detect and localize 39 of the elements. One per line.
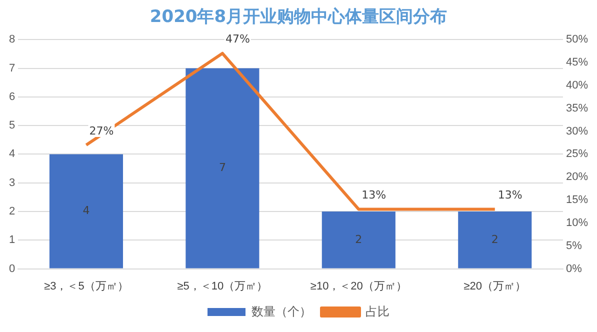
y-tick-label: 5 — [8, 120, 16, 132]
y2-tick-label: 20% — [566, 171, 588, 184]
data-label: 47% — [225, 32, 250, 46]
y2-tick-label: 40% — [566, 79, 588, 92]
y-tick-label: 7 — [8, 62, 16, 74]
y2-tick-label: 15% — [566, 194, 588, 206]
y2-tick-label: 25% — [566, 148, 588, 160]
y2-tick-label: 50% — [566, 34, 588, 46]
data-label: 4 — [82, 204, 90, 218]
y2-tick-label: 5% — [566, 240, 582, 252]
x-tick-label: ≥3，＜5（万㎡） — [44, 280, 128, 292]
y-tick-label: 8 — [8, 34, 16, 46]
data-label: 2 — [491, 232, 498, 246]
y2-tick-label: 10% — [566, 216, 588, 229]
data-label: 27% — [89, 124, 114, 138]
data-label: 7 — [218, 161, 226, 174]
bar — [322, 212, 396, 268]
data-label: 13% — [498, 188, 522, 202]
legend-label: 占比 — [366, 304, 390, 318]
y2-tick-label: 35% — [566, 102, 588, 114]
y-tick-label: 4 — [8, 148, 16, 160]
data-label: 2 — [355, 232, 362, 246]
bar — [458, 212, 532, 268]
y-tick-label: 3 — [8, 176, 16, 189]
legend-label: 数量（个） — [252, 304, 312, 318]
x-tick-label: ≥5，＜10（万㎡） — [177, 280, 268, 292]
bar — [186, 68, 260, 268]
x-tick-label: ≥20（万㎡） — [464, 280, 526, 292]
data-label: 13% — [362, 188, 386, 202]
y-tick-label: 6 — [8, 90, 16, 103]
y2-tick-label: 0% — [566, 262, 582, 275]
x-tick-label: ≥10，＜20（万㎡） — [310, 280, 407, 292]
y2-tick-label: 45% — [566, 56, 588, 69]
y-tick-label: 0 — [8, 262, 16, 275]
y2-tick-label: 30% — [566, 125, 588, 138]
bar — [49, 154, 124, 268]
y-tick-label: 1 — [8, 234, 16, 246]
chart-title: 2020年8月开业购物中心体量区间分布 — [148, 6, 448, 29]
y-tick-label: 2 — [8, 206, 16, 218]
